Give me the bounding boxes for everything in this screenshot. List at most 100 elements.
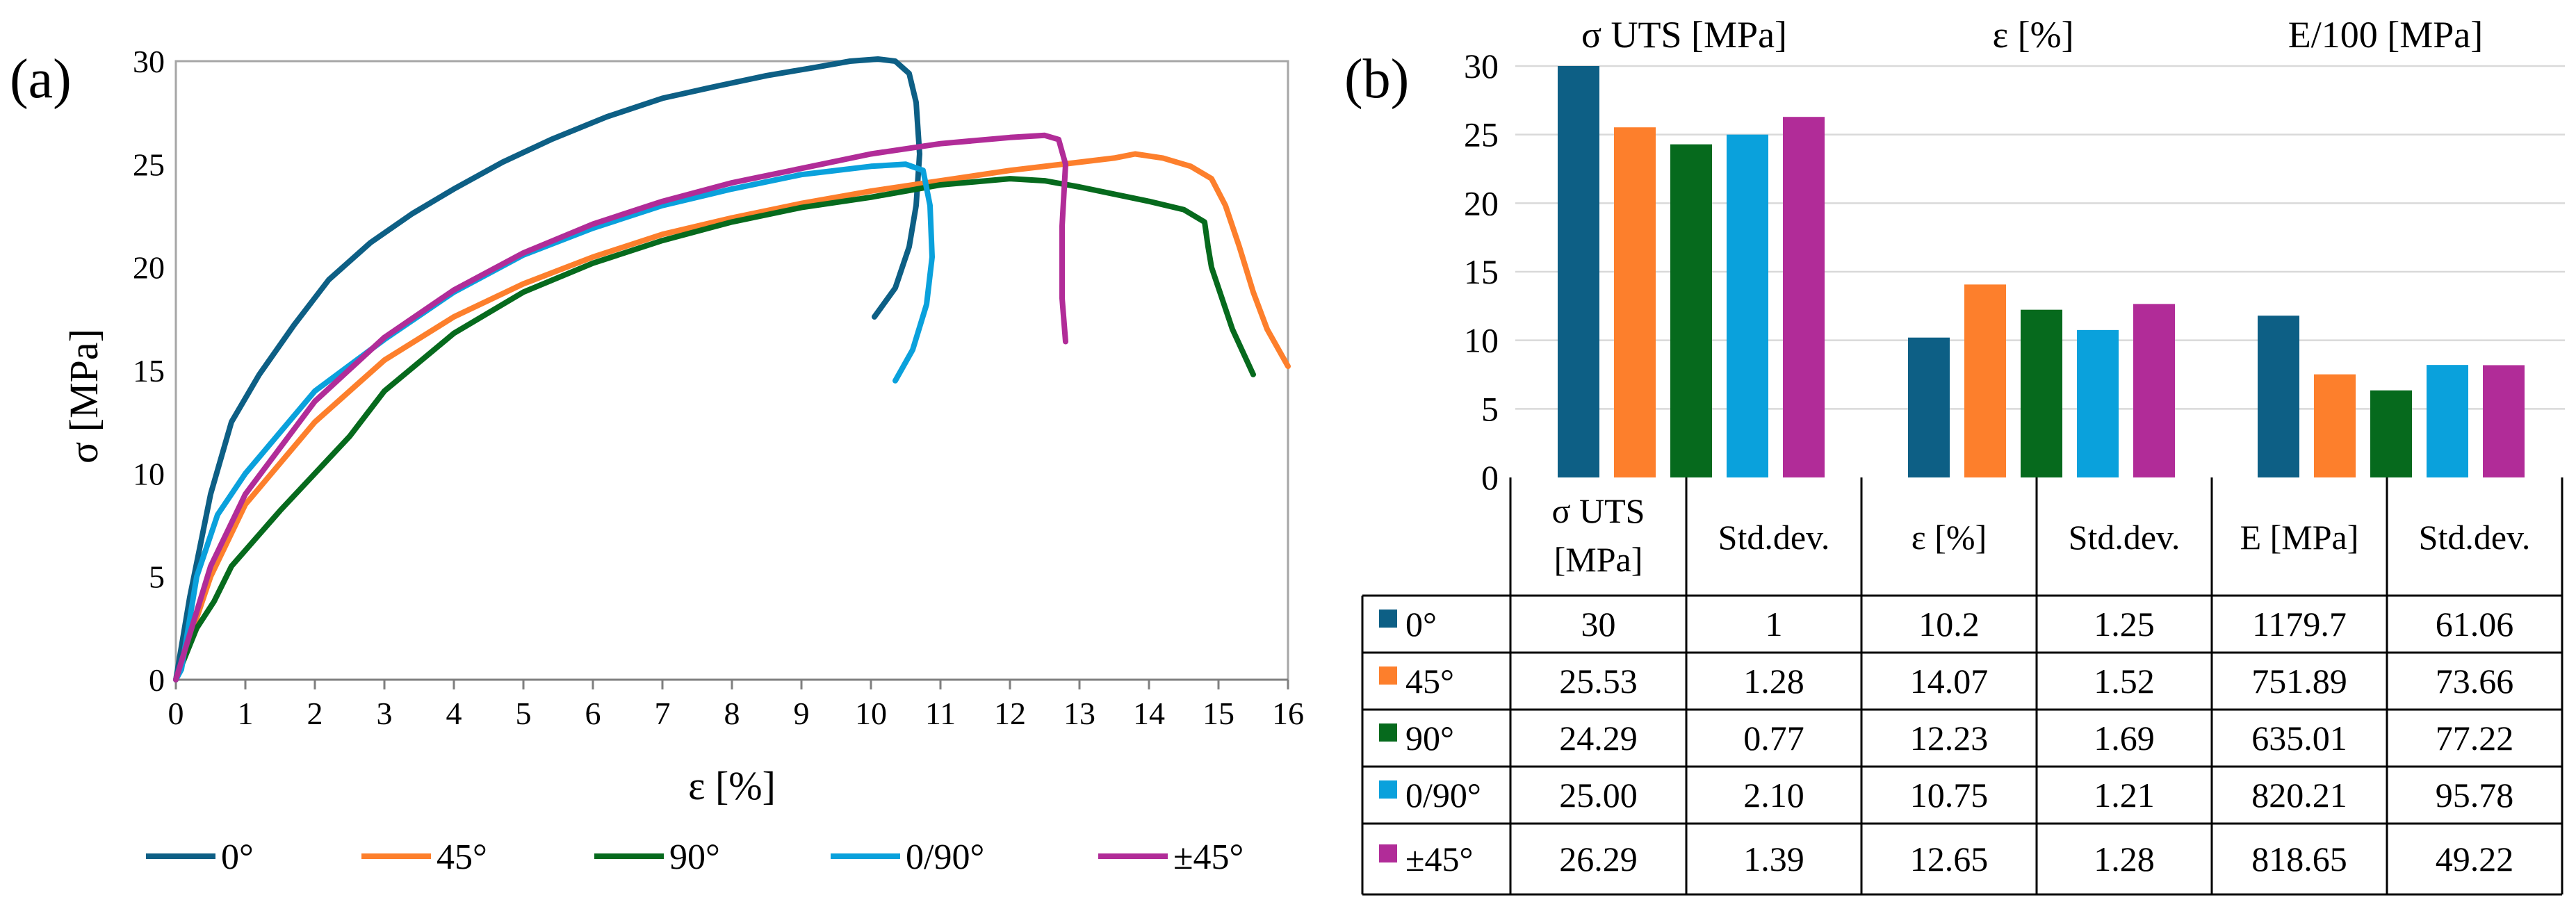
y-tick-label: 20 xyxy=(133,250,165,286)
row-legend-swatch xyxy=(1379,844,1397,862)
series-line xyxy=(173,132,1068,682)
bar xyxy=(1783,117,1825,477)
row-label: 0/90° xyxy=(1405,776,1481,815)
table-cell: 635.01 xyxy=(2251,719,2347,758)
x-tick-label: 16 xyxy=(1272,696,1304,731)
table-cell: 12.65 xyxy=(1910,840,1989,878)
y-tick-label: 0 xyxy=(149,662,165,698)
data-table: σ UTS [MPa] Std.dev. ε [%] Std.dev. E [MPa] St… xyxy=(1361,477,2563,896)
table-cell: 10.2 xyxy=(1918,605,1980,644)
bar xyxy=(1964,284,2006,477)
panel-a: (a) 0 1 2 3 4 5 6 7 8 9 10 11 12 13 14 15 16051015202530… xyxy=(10,44,1304,877)
x-tick-label: 15 xyxy=(1203,696,1234,731)
table-cell: 820.21 xyxy=(2251,776,2347,815)
table-cell: 1.25 xyxy=(2094,605,2155,644)
table-cell: 10.75 xyxy=(1910,776,1989,815)
x-tick-label: 0 xyxy=(168,696,184,731)
series-line xyxy=(173,56,922,682)
bar xyxy=(2314,374,2356,477)
table-cell: 1.52 xyxy=(2094,662,2155,701)
row-label: ±45° xyxy=(1405,840,1473,878)
x-tick-label: 8 xyxy=(724,696,740,731)
group-titles: σ UTS [MPa] ε [%] E/100 [MPa] xyxy=(1581,14,2483,56)
bar xyxy=(2427,365,2468,477)
table-header: Std.dev. xyxy=(1718,518,1830,557)
table-cell: 95.78 xyxy=(2436,776,2514,815)
table-cell: 77.22 xyxy=(2436,719,2514,758)
y-tick-label: 30 xyxy=(133,44,165,79)
group-title: σ UTS [MPa] xyxy=(1581,14,1787,56)
bar xyxy=(1614,127,1656,477)
table-cell: 25.53 xyxy=(1559,662,1638,701)
row-legend-swatch xyxy=(1379,723,1397,742)
series-line xyxy=(173,151,1291,682)
row-label: 0° xyxy=(1405,605,1437,644)
legend-label: ±45° xyxy=(1173,837,1244,877)
table-cell: 0.77 xyxy=(1743,719,1804,758)
bar xyxy=(2021,309,2062,477)
panel-a-series xyxy=(173,56,1291,682)
table-cell: 73.66 xyxy=(2436,662,2514,701)
table-cell: 49.22 xyxy=(2436,840,2514,878)
table-cell: 25.00 xyxy=(1559,776,1638,815)
table-cell: 24.29 xyxy=(1559,719,1638,758)
legend-label: 0° xyxy=(221,837,254,877)
y-tick-label: 10 xyxy=(133,456,165,491)
y-tick-label: 5 xyxy=(1481,389,1499,428)
x-tick-label: 7 xyxy=(655,696,671,731)
row-legend-swatch xyxy=(1379,610,1397,628)
y-tick-label: 25 xyxy=(133,147,165,182)
bar xyxy=(1908,337,1950,477)
x-tick-label: 5 xyxy=(516,696,532,731)
table-cell: 751.89 xyxy=(2251,662,2347,701)
table-header: E [MPa] xyxy=(2240,518,2359,557)
table-cell: 2.10 xyxy=(1743,776,1804,815)
x-tick-label: 13 xyxy=(1063,696,1095,731)
bar xyxy=(1670,144,1712,477)
bar xyxy=(2483,365,2525,477)
series-line xyxy=(173,161,935,682)
table-cell: 14.07 xyxy=(1910,662,1989,701)
y-tick-label: 15 xyxy=(1464,252,1499,291)
row-legend-swatch xyxy=(1379,666,1397,685)
y-tick-label: 30 xyxy=(1464,47,1499,85)
table-cell: 1.28 xyxy=(2094,840,2155,878)
table-cell: 1.39 xyxy=(1743,840,1804,878)
group-title: E/100 [MPa] xyxy=(2288,14,2483,56)
row-label: 90° xyxy=(1405,719,1454,758)
x-tick-label: 3 xyxy=(377,696,393,731)
table-header: σ UTS xyxy=(1552,491,1645,530)
x-tick-label: 12 xyxy=(994,696,1026,731)
y-tick-label: 20 xyxy=(1464,183,1499,222)
x-tick-label: 2 xyxy=(307,696,323,731)
table-cell: 1.21 xyxy=(2094,776,2155,815)
table-cell: 1.69 xyxy=(2094,719,2155,758)
table-header: ε [%] xyxy=(1911,518,1987,557)
bar xyxy=(1558,66,1599,477)
panel-a-label: (a) xyxy=(10,49,72,110)
legend-label: 45° xyxy=(437,837,487,877)
table-cell: 818.65 xyxy=(2251,840,2347,878)
legend-label: 0/90° xyxy=(906,837,984,877)
bar xyxy=(2258,316,2299,477)
bar xyxy=(2077,329,2119,477)
legend: 0° 45° 90° 0/90° ±45° xyxy=(146,837,1244,877)
x-tick-label: 4 xyxy=(446,696,462,731)
row-legend-swatch xyxy=(1379,780,1397,799)
x-axis-label: ε [%] xyxy=(688,763,776,808)
table-cell: 1.28 xyxy=(1743,662,1804,701)
x-tick-label: 6 xyxy=(585,696,601,731)
table-header: Std.dev. xyxy=(2419,518,2531,557)
x-tick-label: 1 xyxy=(238,696,254,731)
table-cell: 30 xyxy=(1581,605,1616,644)
y-axis-label: σ [MPa] xyxy=(61,329,106,464)
table-cell: 61.06 xyxy=(2436,605,2514,644)
row-label: 45° xyxy=(1405,662,1454,701)
y-tick-label: 25 xyxy=(1464,115,1499,154)
bar xyxy=(2370,390,2412,477)
y-tick-label: 0 xyxy=(1481,458,1499,497)
table-cell: 12.23 xyxy=(1910,719,1989,758)
table-cell: 1 xyxy=(1766,605,1783,644)
